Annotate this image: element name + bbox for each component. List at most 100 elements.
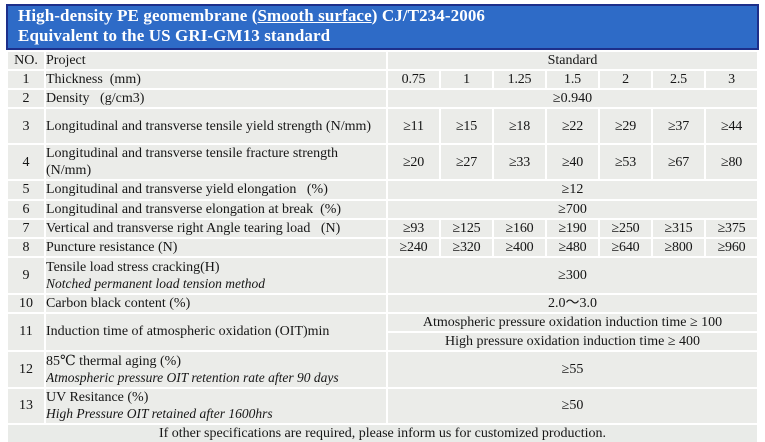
spec-row-11: 11 Induction time of atmospheric oxidati…	[8, 313, 758, 351]
spec-row-11b: High pressure oxidation induction time ≥…	[8, 332, 758, 351]
value-cell: ≥80	[706, 145, 758, 180]
project-cell: Tensile load stress cracking(H) Notched p…	[46, 257, 386, 293]
project-cell: Longitudinal and transverse tensile frac…	[46, 145, 386, 180]
title-line1-prefix: High-density PE geomembrane (	[18, 6, 258, 25]
value-cell: ≥375	[706, 219, 758, 237]
project-note: High Pressure OIT retained after 1600hrs	[46, 406, 273, 422]
value-cell: ≥640	[600, 238, 651, 256]
spec-row-3: 3 Longitudinal and transverse tensile yi…	[8, 109, 758, 144]
footer-row: If other specifications are required, pl…	[8, 424, 758, 442]
spec-row-8: 8 Puncture resistance (N) ≥240 ≥320 ≥400…	[8, 238, 758, 256]
project-note: Notched permanent load tension method	[46, 275, 265, 291]
no-cell: 6	[8, 200, 44, 218]
no-cell: 8	[8, 238, 44, 256]
spec-row-10: 10 Carbon black content (%) 2.0～3.0	[8, 294, 758, 312]
header-project: Project	[46, 52, 386, 70]
title-line-2: Equivalent to the US GRI-GM13 standard	[18, 26, 331, 46]
spec-row-1: 1 Thickness (mm) 0.75 1 1.25 1.5 2 2.5 3	[8, 71, 758, 89]
no-cell: 10	[8, 294, 44, 312]
value-cell: ≥125	[441, 219, 492, 237]
spec-row-9: 9 Tensile load stress cracking(H) Notched…	[8, 257, 758, 293]
value-cell: ≥400	[494, 238, 545, 256]
span-value-cell: ≥50	[388, 389, 758, 423]
project-label: 85℃ thermal aging (%)	[46, 353, 182, 369]
project-note: Atmospheric pressure OIT retention rate …	[46, 369, 339, 385]
project-cell: Puncture resistance (N)	[46, 238, 386, 256]
value-cell: ≥960	[706, 238, 758, 256]
no-cell: 1	[8, 71, 44, 89]
header-no: NO.	[8, 52, 44, 70]
value-cell: ≥22	[547, 109, 598, 144]
value-cell: 1.25	[494, 71, 545, 89]
project-cell: Longitudinal and transverse elongation a…	[46, 200, 386, 218]
spec-table: NO. Project Standard 1 Thickness (mm) 0.…	[6, 50, 760, 442]
project-cell: Carbon black content (%)	[46, 294, 386, 312]
spec-row-6: 6 Longitudinal and transverse elongation…	[8, 200, 758, 218]
value-cell: 2	[600, 71, 651, 89]
footer-note: If other specifications are required, pl…	[8, 424, 758, 442]
title-line-1: High-density PE geomembrane (Smooth surf…	[18, 6, 747, 26]
value-cell: ≥40	[547, 145, 598, 180]
value-cell: ≥15	[441, 109, 492, 144]
value-cell: 2.5	[653, 71, 704, 89]
span-value-cell: ≥12	[388, 181, 758, 199]
no-cell: 13	[8, 389, 44, 423]
project-cell: Longitudinal and transverse tensile yiel…	[46, 109, 386, 144]
no-cell: 2	[8, 90, 44, 108]
no-cell: 12	[8, 352, 44, 388]
value-cell: ≥800	[653, 238, 704, 256]
no-cell: 9	[8, 257, 44, 293]
value-cell: ≥93	[388, 219, 439, 237]
no-cell: 3	[8, 109, 44, 144]
value-cell: ≥315	[653, 219, 704, 237]
spec-row-7: 7 Vertical and transverse right Angle te…	[8, 219, 758, 237]
project-cell: Density (g/cm3)	[46, 90, 386, 108]
project-cell: Longitudinal and transverse yield elonga…	[46, 181, 386, 199]
header-standard: Standard	[388, 52, 758, 70]
value-cell: 1	[441, 71, 492, 89]
value-cell: ≥480	[547, 238, 598, 256]
project-label: Tensile load stress cracking(H)	[46, 259, 220, 275]
title-line1-suffix: ) CJ/T234-2006	[371, 6, 486, 25]
sub-value-cell: Atmospheric pressure oxidation induction…	[388, 313, 758, 331]
spec-row-4: 4 Longitudinal and transverse tensile fr…	[8, 145, 758, 180]
value-cell: ≥250	[600, 219, 651, 237]
project-cell: Vertical and transverse right Angle tear…	[46, 219, 386, 237]
title-line1-underlined: Smooth surface	[257, 6, 372, 25]
value-cell: ≥44	[706, 109, 758, 144]
no-cell: 11	[8, 313, 44, 351]
spec-row-12: 12 85℃ thermal aging (%) Atmospheric pres…	[8, 352, 758, 388]
value-cell: ≥67	[653, 145, 704, 180]
project-label: UV Resitance (%)	[46, 390, 149, 406]
value-cell: ≥18	[494, 109, 545, 144]
no-cell: 5	[8, 181, 44, 199]
spec-row-5: 5 Longitudinal and transverse yield elon…	[8, 181, 758, 199]
project-cell: Induction time of atmospheric oxidation …	[46, 313, 386, 351]
value-cell: ≥160	[494, 219, 545, 237]
value-cell: 1.5	[547, 71, 598, 89]
spec-row-13: 13 UV Resitance (%) High Pressure OIT ret…	[8, 389, 758, 423]
spec-row-2: 2 Density (g/cm3) ≥0.940	[8, 90, 758, 108]
no-cell: 7	[8, 219, 44, 237]
title-banner: High-density PE geomembrane (Smooth surf…	[6, 4, 759, 51]
value-cell: ≥53	[600, 145, 651, 180]
value-cell: ≥29	[600, 109, 651, 144]
span-value-cell: ≥0.940	[388, 90, 758, 108]
project-cell: 85℃ thermal aging (%) Atmospheric pressur…	[46, 352, 386, 388]
value-cell: ≥20	[388, 145, 439, 180]
span-value-cell: ≥700	[388, 200, 758, 218]
value-cell: ≥11	[388, 109, 439, 144]
value-cell: ≥27	[441, 145, 492, 180]
span-value-cell: 2.0～3.0	[388, 294, 758, 312]
value-cell: 0.75	[388, 71, 439, 89]
value-cell: ≥240	[388, 238, 439, 256]
no-cell: 4	[8, 145, 44, 180]
value-cell: ≥33	[494, 145, 545, 180]
value-cell: ≥190	[547, 219, 598, 237]
project-cell: Thickness (mm)	[46, 71, 386, 89]
span-value-cell: ≥55	[388, 352, 758, 388]
sub-value-cell: High pressure oxidation induction time ≥…	[388, 332, 758, 351]
project-cell: UV Resitance (%) High Pressure OIT retain…	[46, 389, 386, 423]
value-cell: ≥320	[441, 238, 492, 256]
